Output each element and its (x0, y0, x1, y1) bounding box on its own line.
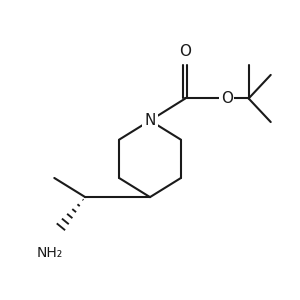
Text: NH₂: NH₂ (37, 246, 63, 260)
Text: N: N (144, 113, 156, 128)
Text: O: O (221, 91, 233, 106)
Text: O: O (179, 44, 191, 59)
